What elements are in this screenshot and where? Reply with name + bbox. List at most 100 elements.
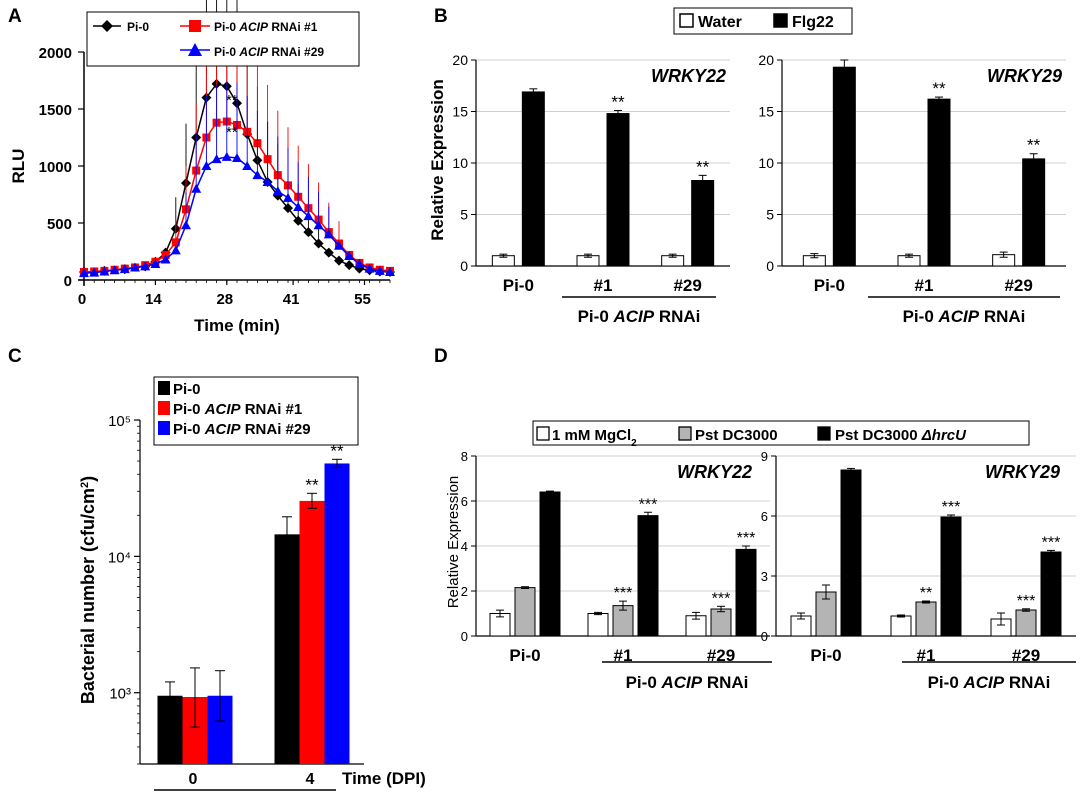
- a-y-tick-label: 500: [47, 216, 72, 233]
- significance-stars: ***: [1017, 593, 1036, 610]
- y-tick-label: 0: [461, 629, 468, 644]
- bar: [915, 601, 937, 637]
- group-label: Pi-0 ACIP RNAi: [626, 673, 749, 692]
- significance-stars: ***: [942, 499, 961, 516]
- category-label: #29: [1004, 276, 1032, 295]
- panel-a-axes: 0 500 1000 1500 2000 0 14 28 41 55: [39, 45, 391, 308]
- a-point-triangle: [119, 264, 130, 274]
- a-point-triangle: [374, 265, 385, 275]
- a-point-triangle: [272, 186, 283, 196]
- panel-c-y-axis-label: Bacterial number (cfu/cm2): [78, 476, 98, 704]
- a-point-triangle: [323, 229, 334, 239]
- category-label: #1: [917, 646, 936, 665]
- panel-c-legend: Pi-0 Pi-0 ACIP RNAi #1 Pi-0 ACIP RNAi #2…: [153, 376, 359, 446]
- a-point-diamond: [283, 203, 293, 214]
- bar: [840, 469, 862, 637]
- a-point-diamond: [344, 260, 355, 271]
- a-point-triangle: [79, 268, 89, 278]
- bar: [940, 516, 962, 637]
- panel-c-letter: C: [8, 346, 22, 367]
- a-series-line: [83, 156, 391, 274]
- legend-label-pst: Pst DC3000: [695, 427, 778, 444]
- a-point-triangle: [344, 251, 355, 261]
- a-significance-stars: **: [226, 124, 238, 141]
- legend-label-pi0: Pi-0: [173, 381, 201, 398]
- y-tick-label: 9: [761, 449, 768, 464]
- panel-a-x-axis-label: Time (min): [194, 316, 280, 335]
- panel-b-y-axis-label: Relative Expression: [428, 79, 447, 241]
- panel-b-letter: B: [434, 6, 448, 27]
- legend-marker-diamond: [101, 20, 113, 32]
- a-point-triangle: [303, 211, 314, 221]
- panel-c-legend-box: [153, 376, 359, 446]
- a-x-tick-label: 14: [145, 291, 162, 308]
- a-series-line: [83, 83, 391, 273]
- panel-c-bar-chart: C Bacterial number (cfu/cm2) 10³ 10⁴ 10⁵ 0 *…: [8, 346, 426, 800]
- category-label: Pi-0: [814, 276, 845, 295]
- bar: [691, 180, 715, 267]
- significance-stars: ***: [712, 590, 731, 607]
- y-tick-label: 0: [761, 629, 768, 644]
- panel-b-wrky22-chart: 0 5 10 15 20 WRKY22 Pi-0 ** #1 ** #29 Pi-0 ACIP RNA…: [452, 52, 730, 326]
- bar: [890, 615, 912, 637]
- legend-label-rnai29: Pi-0 ACIP RNAi #29: [173, 421, 311, 438]
- c-y-tick-label: 10⁵: [108, 413, 131, 430]
- panel-c-plot: 10³ 10⁴ 10⁵ 0 ** ** 4 Time (DPI) Pst DC3000 Δhrc…: [108, 413, 426, 800]
- y-tick-label: 6: [461, 494, 468, 509]
- bar: [1022, 158, 1046, 267]
- legend-label-mgcl2: 1 mM MgCl2: [552, 427, 637, 449]
- a-point-diamond: [323, 247, 334, 258]
- significance-stars: ***: [737, 530, 756, 547]
- legend-label-rnai1: Pi-0 ACIP RNAi #1: [214, 20, 318, 34]
- panel-d-legend-box: [532, 420, 1030, 446]
- y-tick-label: 5: [460, 207, 468, 223]
- subchart-title: WRKY29: [985, 462, 1060, 482]
- a-point-triangle: [191, 183, 202, 193]
- legend-swatch-flg22: [773, 13, 788, 28]
- a-point-triangle: [201, 161, 212, 170]
- legend-label-water: Water: [698, 14, 742, 31]
- panel-d-legend: 1 mM MgCl2 Pst DC3000 Pst DC3000 ΔhrcU: [532, 420, 1030, 449]
- panel-a-line-chart: A RLU Time (min) 0 500 1000 1500 2000 0 14 28 41…: [8, 0, 395, 335]
- a-point-triangle: [354, 259, 365, 269]
- bar: [927, 98, 951, 267]
- y-tick-label: 6: [761, 509, 768, 524]
- bar: [539, 491, 561, 637]
- a-point-triangle: [170, 245, 181, 255]
- a-point-triangle: [252, 170, 263, 180]
- panel-a-legend: Pi-0 Pi-0 ACIP RNAi #1 Pi-0 ACIP RNAi #2…: [86, 11, 360, 67]
- y-tick-label: 0: [460, 258, 468, 274]
- bar: [606, 113, 630, 267]
- y-tick-label: 20: [758, 52, 774, 68]
- group-label: Pi-0 ACIP RNAi: [928, 673, 1051, 692]
- y-tick-label: 15: [452, 104, 468, 120]
- subchart-title: WRKY29: [987, 66, 1062, 86]
- y-tick-label: 0: [766, 258, 774, 274]
- legend-label-pst-hrcu: Pst DC3000 ΔhrcU: [835, 427, 967, 444]
- a-point-square: [171, 238, 180, 247]
- a-point-triangle: [242, 161, 253, 170]
- a-point-triangle: [232, 153, 242, 163]
- a-significance-stars: **: [226, 92, 238, 109]
- category-label: #1: [594, 276, 613, 295]
- panel-d-letter: D: [434, 346, 448, 367]
- c-bar: [274, 534, 300, 764]
- c-x-axis-label: Time (DPI): [342, 769, 426, 788]
- a-point-triangle: [221, 151, 232, 161]
- a-point-diamond: [293, 215, 304, 226]
- panel-a-letter: A: [8, 6, 22, 27]
- panel-d-y-axis-label: Relative Expression: [445, 476, 462, 609]
- c-significance-stars: **: [330, 441, 344, 460]
- y-tick-label: 5: [766, 207, 774, 223]
- subchart-title: WRKY22: [651, 66, 726, 86]
- legend-swatch-water: [679, 13, 694, 28]
- significance-stars: **: [1027, 136, 1041, 155]
- a-x-tick-label: 41: [283, 291, 300, 308]
- c-category-label: 4: [306, 771, 315, 788]
- a-x-tick-label: 0: [78, 291, 86, 308]
- a-point-diamond: [313, 238, 324, 249]
- a-point-triangle: [334, 240, 344, 250]
- a-point-triangle: [99, 266, 110, 276]
- a-point-triangle: [293, 202, 304, 212]
- legend-label-flg22: Flg22: [792, 14, 834, 31]
